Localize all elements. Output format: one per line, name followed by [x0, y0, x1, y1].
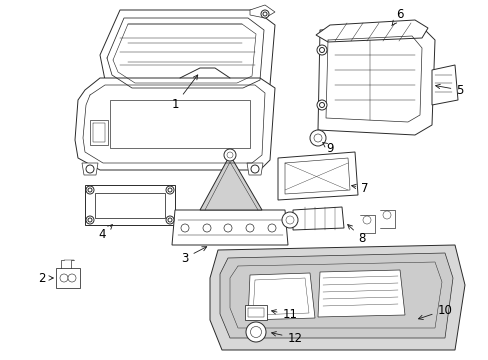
Circle shape [309, 130, 325, 146]
Text: 6: 6 [391, 9, 403, 26]
Polygon shape [172, 210, 287, 245]
Circle shape [226, 152, 232, 158]
Circle shape [263, 12, 266, 16]
Circle shape [285, 216, 293, 224]
Text: 4: 4 [98, 225, 112, 242]
Circle shape [168, 188, 172, 192]
Polygon shape [315, 20, 427, 42]
Circle shape [250, 327, 261, 338]
Circle shape [86, 186, 94, 194]
Circle shape [250, 165, 259, 173]
Circle shape [267, 224, 275, 232]
Circle shape [203, 224, 210, 232]
Circle shape [319, 48, 324, 53]
Text: 7: 7 [351, 181, 368, 194]
Circle shape [181, 224, 189, 232]
Polygon shape [75, 78, 274, 170]
Polygon shape [100, 10, 274, 95]
Circle shape [168, 218, 172, 222]
Polygon shape [110, 100, 249, 148]
Circle shape [68, 274, 76, 282]
Polygon shape [292, 207, 343, 230]
Circle shape [224, 149, 236, 161]
Circle shape [165, 186, 174, 194]
Text: 11: 11 [271, 309, 297, 321]
Text: 2: 2 [38, 271, 53, 284]
Text: 10: 10 [418, 303, 451, 320]
Text: 5: 5 [435, 84, 463, 96]
Circle shape [88, 188, 92, 192]
Polygon shape [95, 193, 164, 218]
Circle shape [316, 100, 326, 110]
Polygon shape [85, 185, 175, 225]
Circle shape [261, 10, 268, 18]
Text: 8: 8 [347, 225, 365, 244]
Polygon shape [220, 253, 452, 338]
Polygon shape [317, 25, 434, 135]
Polygon shape [431, 65, 457, 105]
Polygon shape [56, 268, 80, 288]
Text: 1: 1 [171, 75, 197, 112]
Circle shape [165, 216, 174, 224]
Circle shape [88, 218, 92, 222]
Circle shape [60, 274, 68, 282]
Polygon shape [246, 163, 263, 175]
Polygon shape [317, 270, 404, 317]
Circle shape [313, 134, 321, 142]
Circle shape [382, 211, 390, 219]
Text: 9: 9 [322, 141, 333, 154]
Polygon shape [209, 245, 464, 350]
Circle shape [86, 165, 94, 173]
Circle shape [316, 45, 326, 55]
Polygon shape [90, 120, 108, 145]
Circle shape [86, 216, 94, 224]
Polygon shape [249, 5, 274, 18]
Circle shape [282, 212, 297, 228]
Circle shape [362, 216, 370, 224]
Polygon shape [247, 273, 314, 320]
Circle shape [245, 224, 253, 232]
Polygon shape [244, 305, 266, 320]
Polygon shape [200, 155, 262, 210]
Circle shape [319, 103, 324, 108]
Text: 12: 12 [271, 332, 302, 345]
Circle shape [245, 322, 265, 342]
Polygon shape [82, 163, 98, 175]
Circle shape [224, 224, 231, 232]
Polygon shape [278, 152, 357, 200]
Text: 3: 3 [181, 247, 206, 265]
